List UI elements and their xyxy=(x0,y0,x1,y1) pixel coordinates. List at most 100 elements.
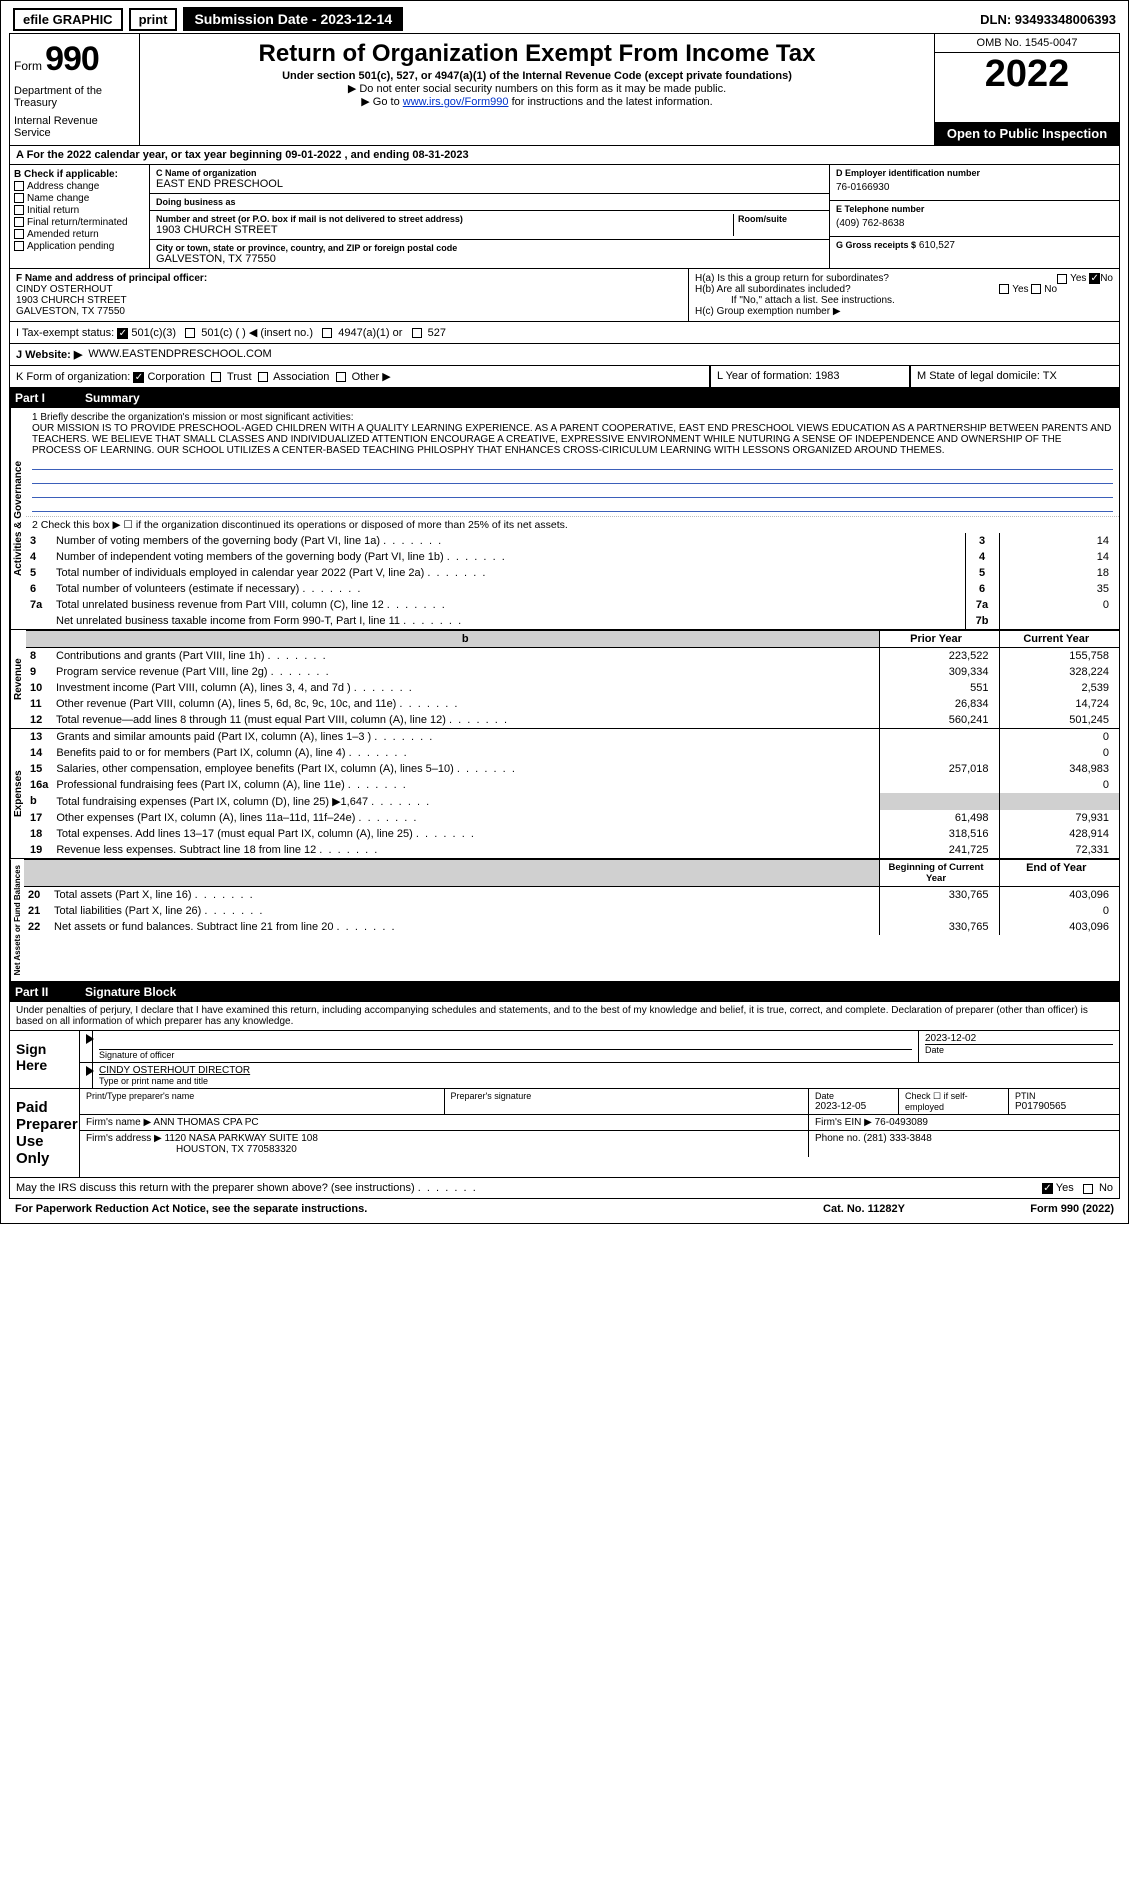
table-row: 18Total expenses. Add lines 13–17 (must … xyxy=(26,826,1119,842)
dba-cell: Doing business as xyxy=(150,194,829,211)
side-revenue: Revenue xyxy=(10,630,26,728)
net-assets-table: Beginning of Current Year End of Year 20… xyxy=(24,859,1119,935)
address-cell: Number and street (or P.O. box if mail i… xyxy=(150,211,829,240)
irs-label: Internal Revenue Service xyxy=(14,115,135,139)
officer-group-row: F Name and address of principal officer:… xyxy=(9,269,1120,322)
chk-ha-no[interactable]: ✓ xyxy=(1089,273,1100,284)
blank-line xyxy=(32,486,1113,498)
chk-501c[interactable] xyxy=(185,328,195,338)
sign-date: 2023-12-02 xyxy=(925,1033,1113,1044)
sign-here-block: Sign Here Signature of officer 2023-12-0… xyxy=(9,1031,1120,1089)
chk-hb-yes[interactable] xyxy=(999,284,1009,294)
chk-corporation[interactable]: ✓ xyxy=(133,372,144,383)
signer-name: CINDY OSTERHOUT DIRECTOR xyxy=(99,1065,250,1076)
top-bar: efile GRAPHIC print Submission Date - 20… xyxy=(9,5,1120,33)
blank-line xyxy=(32,472,1113,484)
chk-discuss-yes[interactable]: ✓ xyxy=(1042,1183,1053,1194)
firm-addr2: HOUSTON, TX 770583320 xyxy=(86,1144,802,1155)
principal-officer-cell: F Name and address of principal officer:… xyxy=(10,269,689,321)
form-number: 990 xyxy=(45,40,99,78)
table-row: 14Benefits paid to or for members (Part … xyxy=(26,745,1119,761)
chk-application-pending[interactable] xyxy=(14,241,24,251)
footer-row: For Paperwork Reduction Act Notice, see … xyxy=(9,1199,1120,1219)
form-of-org-row: K Form of organization: ✓ Corporation Tr… xyxy=(9,366,710,388)
officer-addr2: GALVESTON, TX 77550 xyxy=(16,306,682,317)
chk-ha-yes[interactable] xyxy=(1057,274,1067,284)
chk-4947[interactable] xyxy=(322,328,332,338)
goto-note: ▶ Go to www.irs.gov/Form990 for instruct… xyxy=(144,95,930,108)
revenue-table: b Prior Year Current Year 8Contributions… xyxy=(26,630,1119,728)
dept-label: Department of the Treasury xyxy=(14,85,135,109)
table-row: 4Number of independent voting members of… xyxy=(26,549,1119,565)
print-button[interactable]: print xyxy=(129,8,178,31)
dln-label: DLN: 93493348006393 xyxy=(980,12,1116,27)
ein-cell: D Employer identification number 76-0166… xyxy=(830,165,1119,201)
firm-phone: (281) 333-3848 xyxy=(863,1133,931,1144)
ptin-value: P01790565 xyxy=(1015,1101,1113,1112)
chk-501c3[interactable]: ✓ xyxy=(117,328,128,339)
website-value: WWW.EASTENDPRESCHOOL.COM xyxy=(88,348,271,361)
calendar-year-row: A For the 2022 calendar year, or tax yea… xyxy=(9,146,1120,165)
governance-table: 3Number of voting members of the governi… xyxy=(26,533,1119,629)
discuss-row: May the IRS discuss this return with the… xyxy=(9,1178,1120,1199)
org-name: EAST END PRESCHOOL xyxy=(156,178,823,190)
chk-initial-return[interactable] xyxy=(14,205,24,215)
org-name-cell: C Name of organization EAST END PRESCHOO… xyxy=(150,165,829,194)
table-row: 3Number of voting members of the governi… xyxy=(26,533,1119,549)
efile-tag: efile GRAPHIC xyxy=(13,8,123,31)
city-cell: City or town, state or province, country… xyxy=(150,240,829,268)
table-row: 6Total number of volunteers (estimate if… xyxy=(26,581,1119,597)
chk-other[interactable] xyxy=(336,372,346,382)
table-row: 10Investment income (Part VIII, column (… xyxy=(26,680,1119,696)
year-formation-value: 1983 xyxy=(815,370,839,382)
chk-address-change[interactable] xyxy=(14,181,24,191)
blank-line xyxy=(32,500,1113,512)
domicile-cell: M State of legal domicile: TX xyxy=(910,366,1120,388)
perjury-declaration: Under penalties of perjury, I declare th… xyxy=(9,1002,1120,1031)
table-row: 9Program service revenue (Part VIII, lin… xyxy=(26,664,1119,680)
year-formation-cell: L Year of formation: 1983 xyxy=(710,366,910,388)
chk-hb-no[interactable] xyxy=(1031,284,1041,294)
ein-value: 76-0166930 xyxy=(836,178,1113,197)
prep-date: 2023-12-05 xyxy=(815,1101,892,1112)
table-row: 21Total liabilities (Part X, line 26)0 xyxy=(24,903,1119,919)
table-row: 20Total assets (Part X, line 16)330,7654… xyxy=(24,887,1119,904)
website-row: J Website: ▶ WWW.EASTENDPRESCHOOL.COM xyxy=(9,344,1120,366)
table-row: 5Total number of individuals employed in… xyxy=(26,565,1119,581)
phone-value: (409) 762-8638 xyxy=(836,214,1113,233)
officer-name: CINDY OSTERHOUT xyxy=(16,284,682,295)
line2-checkbox: 2 Check this box ▶ ☐ if the organization… xyxy=(26,516,1119,533)
tax-year: 2022 xyxy=(935,53,1119,122)
table-row: 8Contributions and grants (Part VIII, li… xyxy=(26,648,1119,665)
expenses-table: 13Grants and similar amounts paid (Part … xyxy=(26,729,1119,858)
firm-ein: 76-0493089 xyxy=(875,1117,928,1128)
city-state-zip: GALVESTON, TX 77550 xyxy=(156,253,823,265)
form-label: Form xyxy=(14,59,42,73)
blank-line xyxy=(32,458,1113,470)
table-row: 12Total revenue—add lines 8 through 11 (… xyxy=(26,712,1119,728)
part1-header: Part I Summary xyxy=(9,388,1120,408)
street-address: 1903 CHURCH STREET xyxy=(156,224,733,236)
chk-amended-return[interactable] xyxy=(14,229,24,239)
table-row: 22Net assets or fund balances. Subtract … xyxy=(24,919,1119,935)
chk-association[interactable] xyxy=(258,372,268,382)
chk-trust[interactable] xyxy=(211,372,221,382)
col-b-checkboxes: B Check if applicable: Address change Na… xyxy=(10,165,150,268)
ssn-note: ▶ Do not enter social security numbers o… xyxy=(144,82,930,95)
gross-receipts-value: 610,527 xyxy=(919,240,955,251)
chk-name-change[interactable] xyxy=(14,193,24,203)
irs-link[interactable]: www.irs.gov/Form990 xyxy=(403,96,509,108)
part2-header: Part II Signature Block xyxy=(9,982,1120,1002)
chk-final-return[interactable] xyxy=(14,217,24,227)
gross-receipts-cell: G Gross receipts $ 610,527 xyxy=(830,237,1119,254)
chk-527[interactable] xyxy=(412,328,422,338)
table-row: Net unrelated business taxable income fr… xyxy=(26,613,1119,629)
table-row: 19Revenue less expenses. Subtract line 1… xyxy=(26,842,1119,858)
side-net-assets: Net Assets or Fund Balances xyxy=(10,859,24,981)
table-row: bTotal fundraising expenses (Part IX, co… xyxy=(26,793,1119,810)
table-row: 13Grants and similar amounts paid (Part … xyxy=(26,729,1119,745)
table-row: 15Salaries, other compensation, employee… xyxy=(26,761,1119,777)
form-subtitle: Under section 501(c), 527, or 4947(a)(1)… xyxy=(144,70,930,82)
hc-row: H(c) Group exemption number ▶ xyxy=(695,306,1113,317)
chk-discuss-no[interactable] xyxy=(1083,1184,1093,1194)
